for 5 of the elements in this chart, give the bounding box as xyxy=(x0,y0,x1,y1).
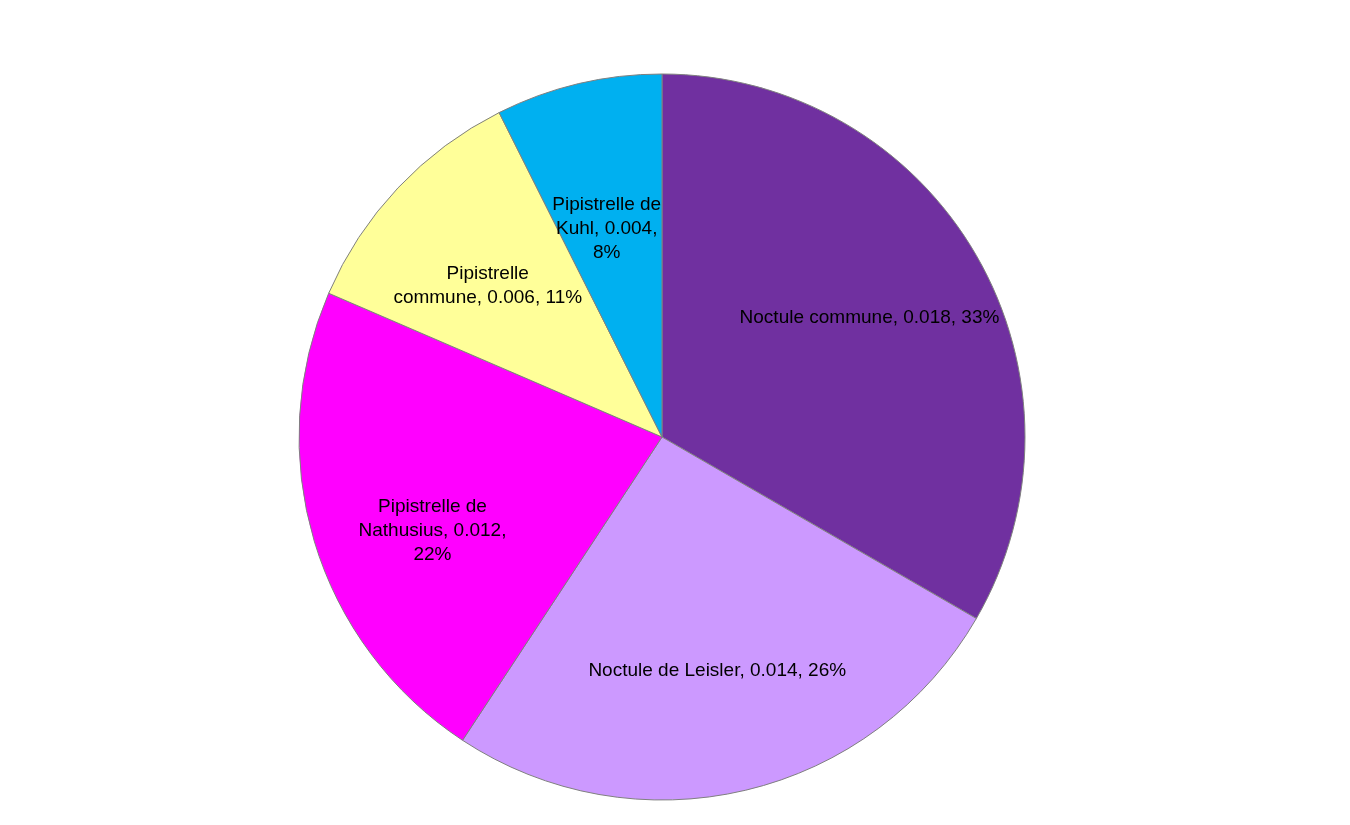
slice-label: Noctule commune, 0.018, 33% xyxy=(739,306,1000,328)
slice-label: Pipistrelle de Nathusius, 0.012, 22% xyxy=(358,494,507,564)
slice-label: Pipistrelle commune, 0.006, 11% xyxy=(393,261,583,307)
slice-label: Pipistrelle de Kuhl, 0.004, 8% xyxy=(552,192,662,262)
slice-label: Noctule de Leisler, 0.014, 26% xyxy=(588,659,847,681)
